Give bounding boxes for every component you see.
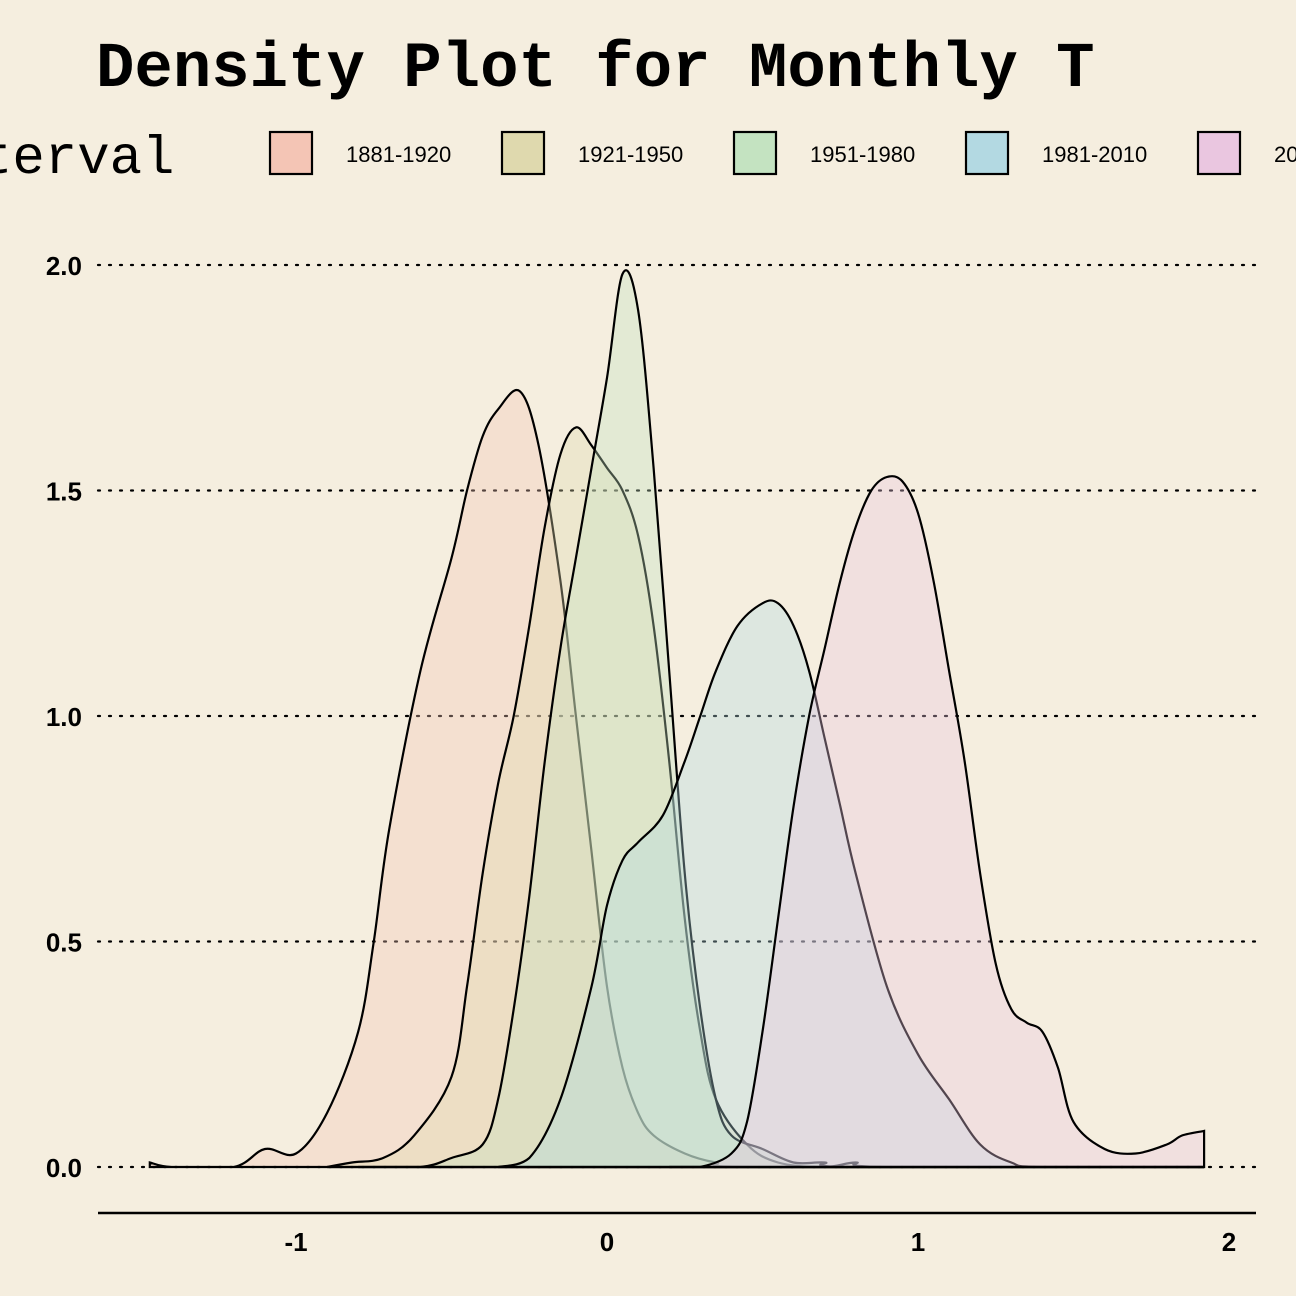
y-tick-label: 2.0: [46, 251, 82, 281]
legend-swatch: [732, 130, 778, 176]
density-area-20: [669, 475, 1206, 1169]
x-tick-label: 2: [1222, 1227, 1236, 1257]
x-tick-label: 0: [600, 1227, 614, 1257]
y-tick-label: 1.0: [46, 702, 82, 732]
density-area-1981-2010: [497, 599, 1205, 1169]
y-tick-label: 0.0: [46, 1153, 82, 1183]
legend-label: 1921-1950: [578, 142, 683, 167]
density-area-1881-1920: [148, 388, 1205, 1169]
legend-label: 1951-1980: [810, 142, 915, 167]
density-area-1951-1980: [358, 269, 1205, 1169]
x-tick-label: 1: [911, 1227, 925, 1257]
legend-label: 20: [1274, 142, 1296, 167]
density-series: [148, 269, 1206, 1169]
y-tick-label: 0.5: [46, 928, 82, 958]
y-tick-label: 1.5: [46, 477, 82, 507]
y-axis-ticks: 0.0 0.5 1.0 1.5 2.0: [46, 251, 82, 1183]
legend-label: 1881-1920: [346, 142, 451, 167]
legend-label: 1981-2010: [1042, 142, 1147, 167]
density-area-1921-1950: [326, 426, 1205, 1169]
legend-title: terval: [0, 129, 174, 190]
legend: 1881-1920 1921-1950 1951-1980 1981-2010 20: [268, 130, 1296, 176]
legend-swatch: [268, 130, 314, 176]
x-tick-label: -1: [284, 1227, 307, 1257]
legend-swatch: [964, 130, 1010, 176]
legend-swatch: [1196, 130, 1242, 176]
legend-swatch: [500, 130, 546, 176]
x-axis-ticks: -1 0 1 2: [284, 1227, 1236, 1257]
chart-title: Density Plot for Monthly T: [96, 34, 1095, 106]
